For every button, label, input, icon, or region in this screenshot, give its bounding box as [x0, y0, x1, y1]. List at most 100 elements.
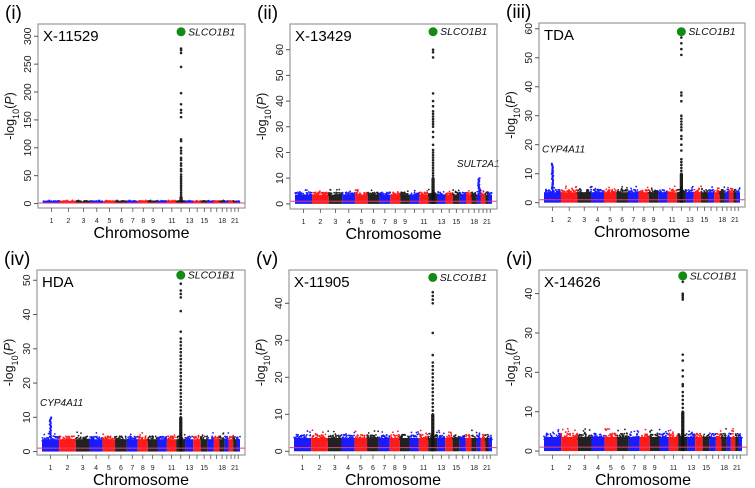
- manhattan-panel: SULT2A1 SLCO1B1 X-13429 (ii) 0 10 20 30 40 50 60 -l…: [255, 3, 500, 243]
- snp-point: [120, 436, 123, 438]
- snp-point: [63, 437, 66, 440]
- peak-point: [431, 117, 435, 121]
- snp-point: [369, 194, 371, 197]
- y-tick-label: 30: [21, 343, 33, 355]
- snp-point: [62, 438, 64, 440]
- snp-point: [176, 436, 179, 439]
- snp-point: [565, 192, 568, 195]
- snp-point: [412, 439, 414, 441]
- snp-point: [418, 437, 421, 440]
- snp-point: [225, 438, 228, 440]
- snp-point: [298, 195, 301, 198]
- snp-point: [95, 431, 98, 434]
- peak-point: [179, 354, 183, 357]
- snp-point: [409, 194, 412, 197]
- snp-point: [319, 194, 322, 197]
- snp-point: [450, 437, 453, 440]
- snp-point: [438, 438, 441, 441]
- chromosome-band-chr16: [707, 192, 715, 203]
- y-axis-label-var: P: [504, 95, 518, 104]
- peak-point: [431, 112, 435, 116]
- snp-point: [92, 200, 94, 203]
- snp-point: [164, 437, 167, 440]
- snp-point: [580, 434, 583, 437]
- peak-point: [431, 99, 435, 103]
- snp-point: [355, 439, 358, 442]
- chromosome-band-chr1: [544, 192, 561, 203]
- peak-point: [681, 406, 685, 410]
- x-tick-label: 7: [631, 217, 635, 224]
- snp-point: [557, 430, 560, 433]
- snp-point: [369, 192, 371, 195]
- snp-point: [471, 193, 474, 196]
- snp-point: [453, 438, 456, 441]
- snp-point: [79, 437, 82, 440]
- snp-point: [45, 437, 48, 439]
- snp-point: [712, 432, 715, 435]
- snp-point: [154, 435, 157, 438]
- peak-point: [179, 65, 183, 69]
- snp-point: [318, 190, 321, 192]
- snp-point: [490, 436, 493, 439]
- snp-point: [327, 439, 330, 442]
- y-axis-label: -log10(P): [504, 91, 522, 139]
- peak-point: [680, 166, 683, 170]
- x-tick-label: 15: [452, 219, 460, 226]
- snp-point: [581, 437, 583, 439]
- peak-point: [179, 193, 183, 196]
- snp-point: [447, 434, 450, 437]
- snp-point: [628, 437, 631, 440]
- snp-point: [353, 194, 355, 197]
- snp-point: [567, 430, 570, 433]
- snp-point: [183, 433, 186, 436]
- snp-point: [452, 189, 455, 191]
- snp-point: [325, 191, 328, 194]
- snp-point: [728, 432, 731, 435]
- snp-point: [641, 190, 644, 192]
- snp-point: [457, 189, 460, 192]
- snp-point: [401, 438, 404, 441]
- chromosome-band-chr22: [736, 192, 740, 203]
- snp-point: [232, 434, 235, 437]
- snp-point: [701, 187, 703, 190]
- chromosome-band-chr8: [389, 437, 400, 452]
- snp-point: [580, 191, 583, 194]
- peak-point: [179, 357, 183, 361]
- peak-point: [179, 188, 183, 192]
- peak-point: [179, 409, 183, 412]
- snp-point: [720, 433, 723, 436]
- lead-snp-marker: [176, 270, 186, 280]
- snp-point: [106, 200, 108, 203]
- peak-point: [431, 394, 435, 398]
- snp-point: [386, 436, 388, 439]
- snp-point: [202, 438, 205, 441]
- snp-point: [438, 431, 441, 434]
- peak-point: [681, 353, 685, 356]
- snp-point: [338, 436, 340, 438]
- x-tick-label: 4: [596, 217, 600, 224]
- snp-point: [644, 433, 647, 436]
- snp-point: [170, 435, 172, 438]
- snp-point: [476, 190, 479, 193]
- snp-point: [678, 435, 681, 438]
- snp-point: [572, 432, 574, 435]
- x-tick-label: 11: [670, 465, 677, 472]
- snp-point: [553, 437, 555, 439]
- snp-point: [669, 436, 671, 438]
- peak-point: [431, 156, 435, 159]
- peak-point: [431, 364, 435, 368]
- snp-point: [333, 191, 336, 194]
- snp-point: [704, 437, 707, 440]
- snp-point: [396, 190, 399, 193]
- snp-point: [560, 191, 563, 194]
- snp-point: [560, 432, 563, 435]
- snp-point: [99, 200, 101, 203]
- snp-point: [709, 189, 712, 191]
- snp-point: [332, 434, 334, 437]
- snp-point: [461, 191, 464, 194]
- snp-point: [349, 192, 352, 195]
- snp-point: [476, 434, 478, 437]
- peak-point: [431, 151, 435, 154]
- snp-point: [191, 435, 194, 438]
- snp-point: [486, 433, 489, 436]
